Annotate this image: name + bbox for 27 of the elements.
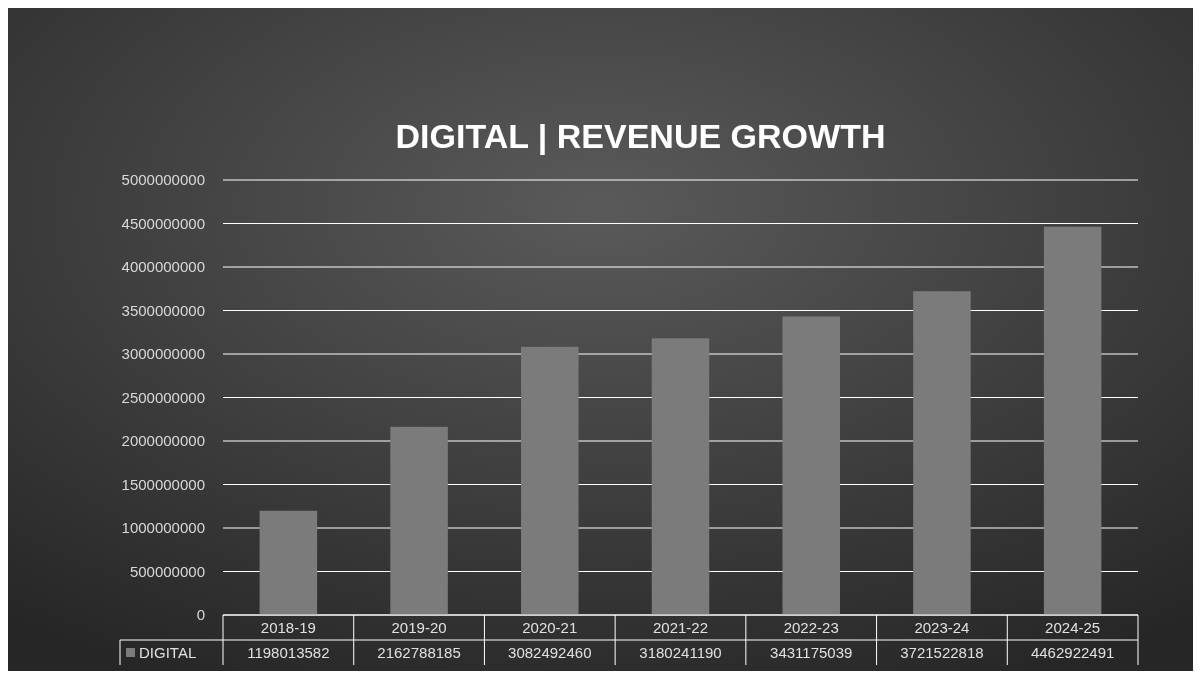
x-tick-label: 2021-22: [652, 618, 709, 636]
y-tick-label: 3000000000: [121, 345, 205, 363]
data-label: 3180241190: [639, 643, 722, 661]
legend-label: DIGITAL: [139, 643, 197, 661]
y-tick-label: 2500000000: [121, 388, 205, 406]
x-tick-label: 2020-21: [522, 618, 578, 636]
x-tick-label: 2019-20: [391, 618, 447, 636]
y-tick-label: 1500000000: [121, 475, 205, 493]
y-tick-label: 500000000: [129, 562, 205, 580]
y-tick-label: 0: [196, 606, 205, 624]
x-tick-label: 2022-23: [783, 618, 839, 636]
y-tick-label: 4500000000: [121, 214, 205, 232]
chart-title: DIGITAL | REVENUE GROWTH: [395, 117, 886, 155]
data-label: 2162788185: [377, 643, 461, 661]
x-tick-label: 2023-24: [914, 618, 970, 636]
x-tick-label: 2024-25: [1045, 618, 1101, 636]
y-tick-label: 5000000000: [121, 171, 205, 189]
data-label: 3721522818: [900, 643, 984, 661]
data-label: 3082492460: [508, 643, 592, 661]
data-label: 3431175039: [770, 643, 853, 661]
data-label: 4462922491: [1030, 643, 1115, 661]
y-tick-label: 3500000000: [121, 301, 205, 319]
x-tick-label: 2018-19: [260, 618, 316, 636]
y-tick-label: 4000000000: [121, 258, 205, 276]
y-tick-label: 1000000000: [121, 519, 205, 537]
y-tick-label: 2000000000: [121, 432, 205, 450]
data-label: 1198013582: [247, 643, 330, 661]
